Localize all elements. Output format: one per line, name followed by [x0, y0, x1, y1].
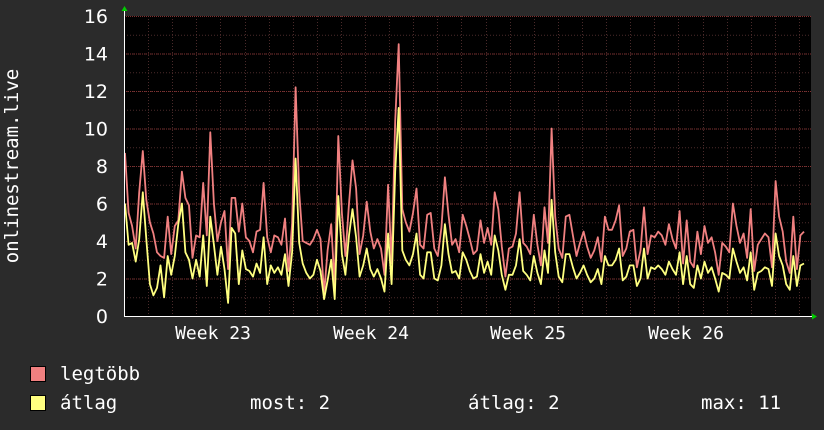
legend-swatch-avg — [30, 395, 46, 411]
y-tick-label: 12 — [84, 81, 108, 103]
week-label: Week 23 — [175, 323, 251, 344]
series-layer — [124, 43, 805, 304]
stat-avg: átlag: 2 — [468, 392, 560, 414]
y-axis: 0 2 4 6 8 10 12 14 16 — [84, 6, 108, 328]
y-axis-arrow — [121, 6, 128, 11]
stat-max: max: 11 — [701, 392, 782, 414]
axes — [121, 6, 817, 320]
y-tick-label: 4 — [96, 231, 108, 253]
y-tick-label: 10 — [84, 119, 108, 141]
y-tick-label: 6 — [96, 194, 108, 216]
legend-label-avg: átlag — [60, 392, 118, 414]
legend-row-avg: átlag most: 2 átlag: 2 max: 11 — [30, 391, 810, 415]
legend-swatch-max — [30, 366, 46, 382]
y-axis-label: onlinestream.live — [1, 69, 23, 263]
y-tick-label: 0 — [96, 306, 108, 328]
y-tick-label: 2 — [96, 269, 108, 291]
legend-label-max: legtöbb — [60, 363, 141, 385]
week-label: Week 24 — [333, 323, 409, 344]
y-tick-label: 14 — [84, 44, 108, 66]
series-line-max — [124, 43, 805, 295]
y-tick-label: 16 — [84, 6, 108, 28]
y-tick-label: 8 — [96, 156, 108, 178]
week-label: Week 25 — [490, 323, 566, 344]
x-axis: Week 23 Week 24 Week 25 Week 26 — [175, 323, 724, 344]
week-label: Week 26 — [648, 323, 724, 344]
stat-now: most: 2 — [250, 392, 331, 414]
legend-row-max: legtöbb — [30, 362, 810, 386]
series-line-avg — [124, 107, 805, 304]
x-axis-arrow — [812, 313, 817, 320]
